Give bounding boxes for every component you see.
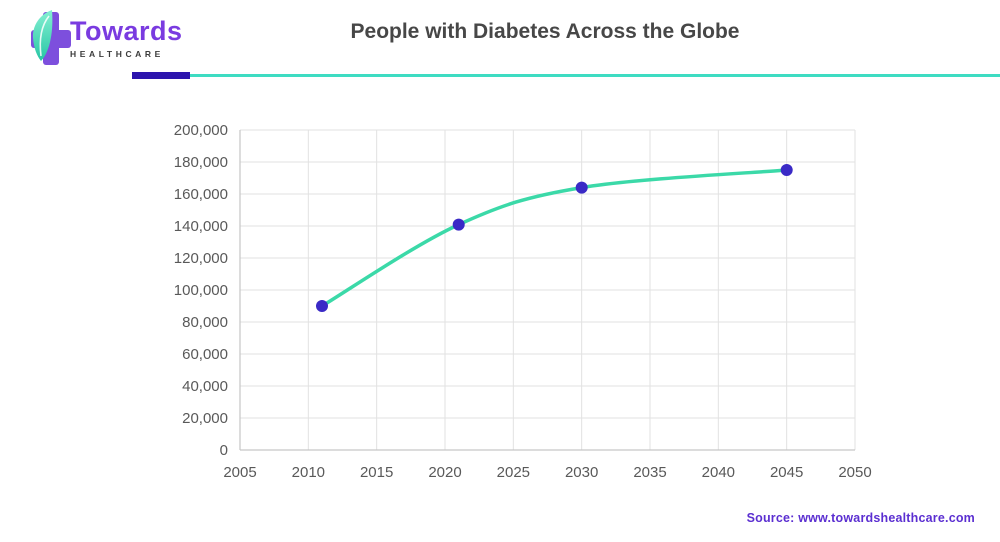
y-tick-label: 60,000 (182, 346, 228, 363)
y-tick-label: 100,000 (174, 282, 228, 299)
brand-logo: Towards HEALTHCARE (28, 8, 258, 68)
gridlines (239, 129, 856, 450)
x-tick-label: 2015 (360, 464, 393, 481)
axes (239, 130, 855, 451)
x-tick-label: 2035 (633, 464, 666, 481)
y-tick-label: 40,000 (182, 378, 228, 395)
data-point (316, 300, 328, 312)
source-link[interactable]: Source: www.towardshealthcare.com (746, 511, 975, 525)
brand-logo-icon (31, 10, 71, 65)
brand-name: Towards (70, 16, 183, 46)
y-tick-label: 120,000 (174, 250, 228, 267)
y-tick-label: 180,000 (174, 154, 228, 171)
data-points (316, 164, 793, 312)
data-point (452, 218, 465, 231)
y-tick-label: 160,000 (174, 186, 228, 203)
brand-logo-text: Towards HEALTHCARE (70, 16, 183, 60)
x-tick-label: 2020 (428, 464, 461, 481)
divider-accent-bar (132, 72, 190, 79)
y-tick-label: 140,000 (174, 218, 228, 235)
y-tick-label: 20,000 (182, 410, 228, 427)
y-tick-label: 0 (220, 442, 228, 459)
x-tick-label: 2050 (838, 464, 871, 481)
chart-svg: 0 20,000 40,000 60,000 80,000 100,000 120,000 1… (174, 122, 872, 481)
x-tick-label: 2030 (565, 464, 598, 481)
x-tick-label: 2040 (702, 464, 735, 481)
x-tick-label: 2025 (497, 464, 530, 481)
y-tick-label: 80,000 (182, 314, 228, 331)
line-chart: 0 20,000 40,000 60,000 80,000 100,000 120,000 1… (0, 115, 1000, 515)
trend-line (320, 168, 789, 308)
page-title: People with Diabetes Across the Globe (350, 20, 740, 43)
x-tick-label: 2010 (292, 464, 325, 481)
data-point (780, 164, 793, 176)
x-tick-label: 2045 (770, 464, 803, 481)
y-tick-labels: 0 20,000 40,000 60,000 80,000 100,000 120,000 1… (174, 122, 228, 459)
brand-subtitle: HEALTHCARE (70, 49, 164, 59)
divider-line (190, 74, 1000, 77)
x-tick-labels: 2005 2010 2015 2020 2025 2030 2035 2040 2045 2050 (223, 464, 871, 481)
x-tick-label: 2005 (223, 464, 256, 481)
y-tick-label: 200,000 (174, 122, 228, 139)
leaf-icon (32, 10, 53, 61)
data-point (575, 181, 588, 194)
